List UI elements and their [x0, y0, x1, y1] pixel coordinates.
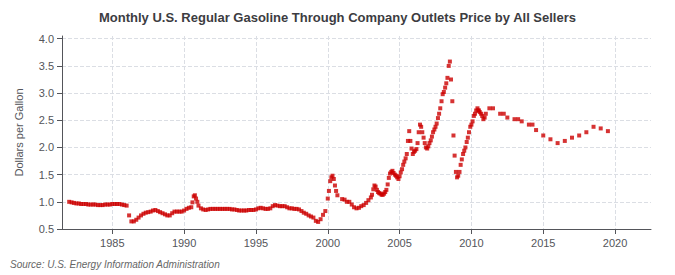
svg-text:2.5: 2.5 — [39, 114, 54, 126]
svg-text:2005: 2005 — [387, 237, 411, 249]
svg-text:2015: 2015 — [531, 237, 555, 249]
svg-text:1995: 1995 — [244, 237, 268, 249]
svg-text:4.0: 4.0 — [39, 33, 54, 45]
svg-text:Source: U.S. Energy Informatio: Source: U.S. Energy Information Administ… — [10, 259, 220, 270]
svg-text:3.5: 3.5 — [39, 60, 54, 72]
svg-text:3.0: 3.0 — [39, 87, 54, 99]
svg-text:0.5: 0.5 — [39, 223, 54, 235]
svg-text:2.0: 2.0 — [39, 141, 54, 153]
svg-text:Monthly U.S. Regular Gasoline: Monthly U.S. Regular Gasoline Through Co… — [99, 10, 576, 25]
svg-text:1985: 1985 — [100, 237, 124, 249]
svg-text:1990: 1990 — [172, 237, 196, 249]
svg-text:2000: 2000 — [316, 237, 340, 249]
svg-text:2010: 2010 — [459, 237, 483, 249]
svg-text:1.0: 1.0 — [39, 196, 54, 208]
svg-text:1.5: 1.5 — [39, 169, 54, 181]
svg-text:Dollars per Gallon: Dollars per Gallon — [13, 88, 25, 176]
svg-text:2020: 2020 — [603, 237, 627, 249]
